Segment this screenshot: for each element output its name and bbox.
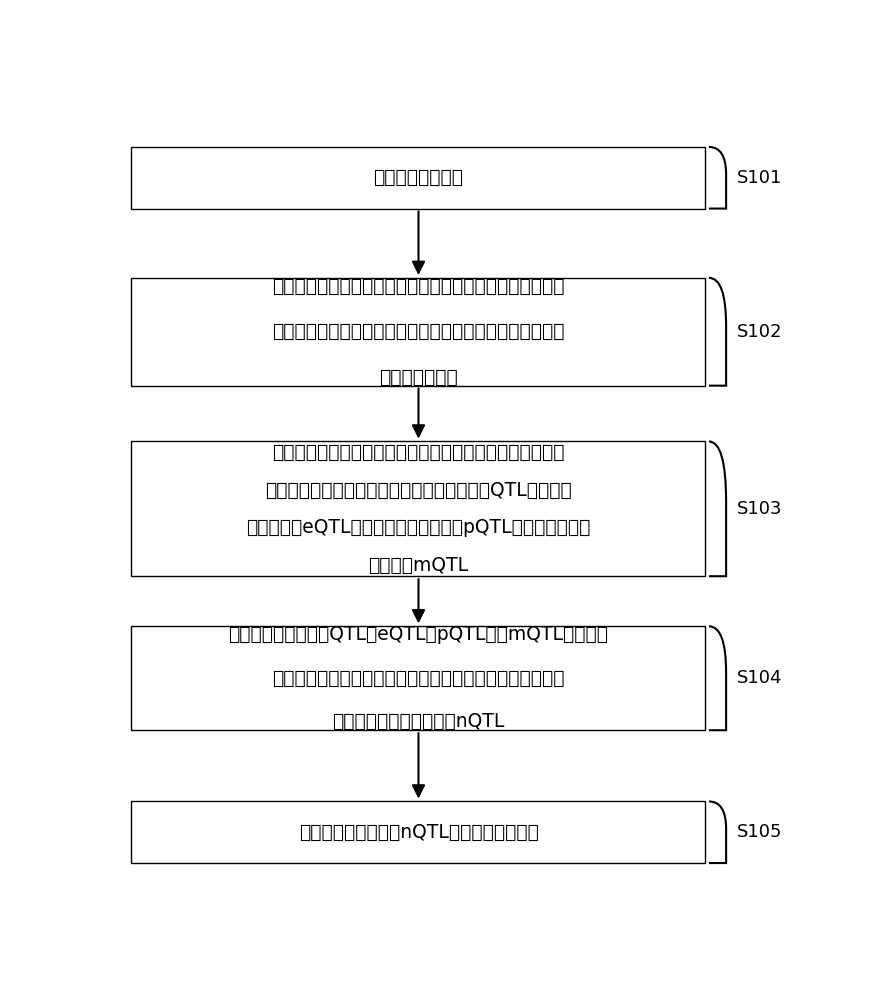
- Text: 分别根据胡杨定位群体的表型数据、转录组学数据、蛋白质: 分别根据胡杨定位群体的表型数据、转录组学数据、蛋白质: [272, 443, 564, 462]
- Text: 根能力网络数量性状位点nQTL: 根能力网络数量性状位点nQTL: [332, 712, 504, 731]
- Text: 根据胡杨定位群体进行胡杨培养，并在培养的过程中获取胡: 根据胡杨定位群体进行胡杨培养，并在培养的过程中获取胡: [272, 277, 564, 296]
- Text: 杨生根能力的表型数据、转录组学数据、蛋白质组学数据以: 杨生根能力的表型数据、转录组学数据、蛋白质组学数据以: [272, 322, 564, 341]
- Text: 量性状位点eQTL、蛋白质数量性状位点pQTL以及代谢物数量: 量性状位点eQTL、蛋白质数量性状位点pQTL以及代谢物数量: [246, 518, 590, 537]
- FancyBboxPatch shape: [131, 801, 704, 863]
- Text: 根据胡杨生根能力的nQTL进行胡杨无性选育: 根据胡杨生根能力的nQTL进行胡杨无性选育: [299, 823, 538, 842]
- Text: 生根过程的基因调控网络，并根据基因调控网络定位胡杨生: 生根过程的基因调控网络，并根据基因调控网络定位胡杨生: [272, 669, 564, 688]
- Text: 及代谢组学数据: 及代谢组学数据: [378, 368, 457, 387]
- FancyBboxPatch shape: [131, 147, 704, 209]
- Text: S103: S103: [735, 500, 781, 518]
- Text: 组学数据和代谢组学数据定位胡杨生根能力的QTL、表达数: 组学数据和代谢组学数据定位胡杨生根能力的QTL、表达数: [265, 480, 571, 499]
- Text: 根据胡杨生根能力的QTL、eQTL、pQTL以及mQTL构建胡杨: 根据胡杨生根能力的QTL、eQTL、pQTL以及mQTL构建胡杨: [229, 625, 608, 644]
- FancyBboxPatch shape: [131, 278, 704, 386]
- FancyBboxPatch shape: [131, 626, 704, 730]
- Text: 构建胡杨定位群体: 构建胡杨定位群体: [373, 168, 463, 187]
- Text: S102: S102: [735, 323, 781, 341]
- Text: 性状位点mQTL: 性状位点mQTL: [368, 556, 468, 575]
- Text: S101: S101: [735, 169, 781, 187]
- Text: S105: S105: [735, 823, 781, 841]
- Text: S104: S104: [735, 669, 781, 687]
- FancyBboxPatch shape: [131, 441, 704, 576]
